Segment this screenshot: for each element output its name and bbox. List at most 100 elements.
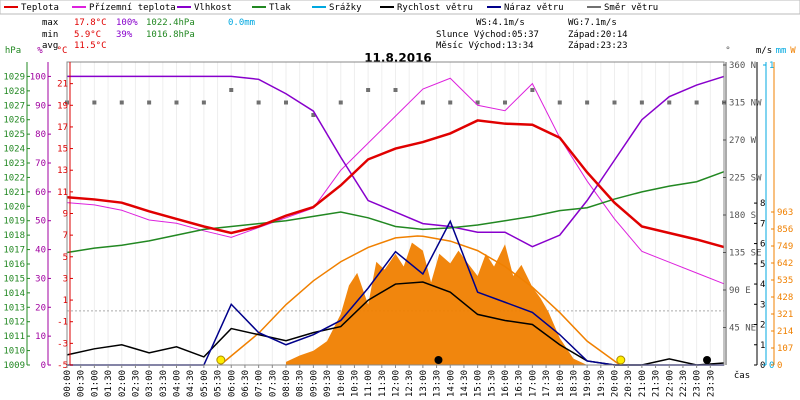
x-tick-label: 01:00 xyxy=(90,370,100,397)
axis-tick-label: 270 W xyxy=(729,136,757,146)
axis-tick-label: 45 NE xyxy=(729,324,756,334)
axis-tick-label: 963 xyxy=(777,208,793,218)
axis-tick-label: -5 xyxy=(57,361,68,371)
x-tick-label: 18:30 xyxy=(569,370,579,397)
x-tick-label: 07:00 xyxy=(255,370,265,397)
axis-tick-label: 1020 xyxy=(3,202,25,212)
direction-marker xyxy=(229,88,234,92)
axis-tick-label: 20 xyxy=(35,303,46,313)
x-tick-label: 15:30 xyxy=(487,370,497,397)
stats-ws: WS:4.1m/s xyxy=(476,18,525,28)
stats-min-hum: 39% xyxy=(116,30,133,40)
axis-tick-label: 1011 xyxy=(3,332,25,342)
stats-sun-rise: Slunce Východ:05:37 xyxy=(436,30,539,40)
axis-tick-label: 360 N xyxy=(729,61,756,71)
axis-tick-label: 1014 xyxy=(3,289,25,299)
x-tick-label: 10:30 xyxy=(350,370,360,397)
x-tick-label: 17:00 xyxy=(528,370,538,397)
legend-label: Vlhkost xyxy=(194,3,232,13)
axis-tick-label: 50 xyxy=(35,217,46,227)
axis-tick-label: 8 xyxy=(760,199,765,209)
axis-tick-label: 315 NW xyxy=(729,99,762,109)
x-tick-label: 06:00 xyxy=(227,370,237,397)
legend-label: Srážky xyxy=(329,3,362,13)
axis-tick-label: 6 xyxy=(760,240,765,250)
direction-marker xyxy=(284,100,288,105)
axis-tick-label: 9 xyxy=(63,210,68,220)
stats-avg-temp: 11.5°C xyxy=(74,41,107,51)
direction-marker xyxy=(585,100,590,105)
axis-tick-label: 70 xyxy=(35,159,46,169)
axis-tick-label: 90 E xyxy=(729,286,751,296)
axis-tick-label: 1 xyxy=(760,341,765,351)
x-tick-label: 14:00 xyxy=(446,370,456,397)
direction-marker xyxy=(366,88,371,92)
direction-marker xyxy=(174,100,179,105)
stats-max-temp: 17.8°C xyxy=(74,18,107,28)
direction-marker xyxy=(201,100,206,105)
x-tick-label: 10:00 xyxy=(337,370,347,397)
x-tick-label: 16:00 xyxy=(501,370,511,397)
axis-tick-label: 1028 xyxy=(3,87,25,97)
x-tick-label: 18:00 xyxy=(556,370,566,397)
direction-marker xyxy=(557,100,562,105)
axis-tick-label: 40 xyxy=(35,246,46,256)
x-tick-label: 14:30 xyxy=(460,370,470,397)
axis-tick-label: 90 xyxy=(35,101,46,111)
axis-tick-label: 7 xyxy=(63,231,68,241)
x-tick-label: 08:00 xyxy=(282,370,292,397)
axis-tick-label: 180 S xyxy=(729,211,756,221)
x-tick-label: 13:00 xyxy=(419,370,429,397)
axis-tick-label: 428 xyxy=(777,293,793,303)
axis-tick-label: 214 xyxy=(777,327,793,337)
x-tick-label: 16:30 xyxy=(515,370,525,397)
axis-tick-label: 15 xyxy=(57,145,68,155)
stats-avg-label: avg xyxy=(42,41,58,51)
axis-tick-label: 1021 xyxy=(3,188,25,198)
series-line xyxy=(66,170,725,254)
direction-marker xyxy=(475,100,480,105)
sunset-marker xyxy=(616,355,626,365)
axis-tick-label: 1009 xyxy=(3,361,25,371)
stats-moon-set: Západ:23:23 xyxy=(568,41,628,51)
x-tick-label: 17:30 xyxy=(542,370,552,397)
series-line xyxy=(66,119,725,249)
stats-min-temp: 5.9°C xyxy=(74,30,101,40)
x-tick-label: 06:30 xyxy=(241,370,251,397)
x-tick-label: 20:00 xyxy=(611,370,621,397)
axis-tick-label: 13 xyxy=(57,166,68,176)
axis-tick-label: 0 xyxy=(760,361,765,371)
axis-tick-label: 535 xyxy=(777,276,793,286)
x-tick-label: 09:30 xyxy=(323,370,333,397)
axis-tick-label: 1010 xyxy=(3,347,25,357)
x-tick-label: 09:00 xyxy=(309,370,319,397)
x-tick-label: 23:30 xyxy=(706,370,716,397)
radiation-area xyxy=(286,242,588,365)
moonset-marker xyxy=(703,356,712,364)
direction-marker xyxy=(667,100,672,105)
solar-curve xyxy=(219,235,621,366)
x-tick-label: 07:30 xyxy=(268,370,278,397)
x-tick-label: 13:30 xyxy=(433,370,443,397)
axis-tick-label: 80 xyxy=(35,130,46,140)
axis-tick-label: 3 xyxy=(63,274,68,284)
x-tick-label: 11:00 xyxy=(364,370,374,397)
axis-unit: mm xyxy=(776,46,787,56)
direction-marker xyxy=(530,88,535,92)
x-tick-label: 12:00 xyxy=(392,370,402,397)
axis-tick-label: 1023 xyxy=(3,159,25,169)
axis-unit: m/s xyxy=(756,46,772,56)
x-tick-label: 04:00 xyxy=(173,370,183,397)
axis-tick-label: 1024 xyxy=(3,145,25,155)
stats-max-label: max xyxy=(42,18,59,28)
legend-bar xyxy=(0,0,800,15)
axis-tick-label: 10 xyxy=(35,332,46,342)
x-tick-label: 00:30 xyxy=(77,370,87,397)
legend-label: Přízemní teplota xyxy=(89,3,176,13)
stats-max-hum: 100% xyxy=(116,18,138,28)
direction-marker xyxy=(448,100,453,105)
axis-tick-label: 0 xyxy=(769,361,774,371)
x-tick-label: 02:00 xyxy=(118,370,128,397)
axis-tick-label: 1019 xyxy=(3,217,25,227)
